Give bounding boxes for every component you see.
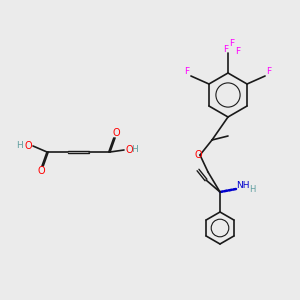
Text: F: F xyxy=(266,68,272,76)
Text: F: F xyxy=(184,68,190,76)
Text: O: O xyxy=(112,128,120,138)
Text: NH: NH xyxy=(236,181,250,190)
Text: H: H xyxy=(249,185,255,194)
Text: H: H xyxy=(16,142,23,151)
Text: O: O xyxy=(37,166,45,176)
Text: F: F xyxy=(230,38,235,47)
Text: F: F xyxy=(224,46,229,55)
Text: O: O xyxy=(194,150,202,160)
Text: O: O xyxy=(125,145,133,155)
Text: F: F xyxy=(236,46,241,56)
Text: O: O xyxy=(24,141,32,151)
Text: H: H xyxy=(132,146,138,154)
